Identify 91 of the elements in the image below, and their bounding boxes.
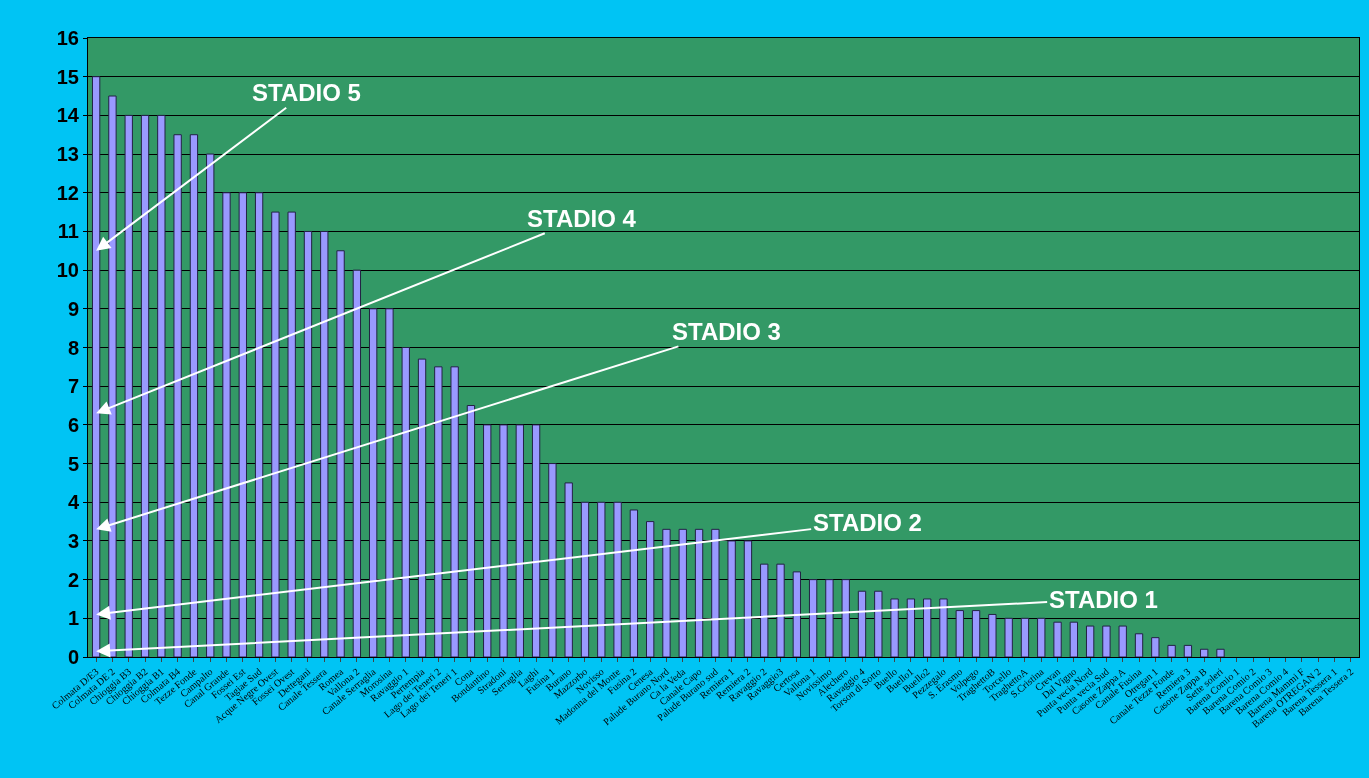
y-tick-label: 2	[67, 568, 79, 591]
bar	[711, 528, 720, 657]
bar	[515, 424, 524, 657]
bar	[727, 540, 736, 657]
bar	[808, 579, 818, 657]
bar	[646, 521, 655, 657]
bar	[352, 269, 362, 657]
bar	[564, 482, 573, 657]
bar	[1069, 621, 1079, 657]
y-tick-label: 1	[67, 607, 79, 630]
bar	[597, 501, 606, 657]
bar	[1151, 637, 1160, 657]
bar	[238, 192, 247, 657]
bar	[694, 528, 704, 657]
y-tick-label: 12	[56, 181, 79, 204]
bar	[1200, 648, 1209, 657]
bar	[189, 134, 199, 657]
bar	[483, 424, 492, 657]
y-tick-label: 15	[56, 65, 79, 88]
bar	[1020, 617, 1030, 657]
y-tick-label: 16	[56, 27, 79, 49]
bar	[1167, 644, 1176, 657]
bar	[1216, 648, 1225, 657]
bar	[206, 153, 215, 657]
bar	[531, 424, 541, 657]
y-tick-label: 11	[57, 220, 79, 243]
y-tick-label: 6	[67, 413, 79, 436]
bar	[222, 192, 231, 657]
bar	[1134, 633, 1144, 657]
bar	[271, 211, 280, 657]
bar	[450, 366, 459, 657]
bar	[874, 590, 883, 657]
annotation: STADIO 1	[1049, 586, 1158, 613]
bar	[368, 308, 378, 657]
bar	[157, 114, 166, 657]
bar	[971, 610, 981, 657]
bar	[1085, 625, 1095, 657]
bar	[1118, 625, 1127, 657]
bar	[173, 134, 182, 657]
y-tick-label: 3	[67, 529, 79, 552]
bar	[385, 308, 394, 657]
bar	[1004, 617, 1013, 657]
annotation: STADIO 3	[672, 318, 781, 345]
bar	[743, 540, 753, 657]
y-tick-label: 14	[56, 104, 80, 127]
y-tick-label: 0	[67, 646, 79, 668]
bar	[108, 95, 117, 657]
bar	[401, 347, 410, 657]
bar	[939, 598, 948, 657]
y-tick-label: 5	[67, 452, 79, 475]
bar	[417, 358, 427, 657]
bar	[629, 509, 639, 657]
bar	[841, 579, 850, 657]
y-tick-label: 13	[56, 143, 79, 166]
bar	[776, 563, 785, 657]
bar	[254, 192, 264, 657]
bar	[923, 598, 932, 657]
bar	[678, 528, 687, 657]
bar	[140, 114, 150, 657]
bar	[613, 501, 622, 657]
bar	[792, 571, 801, 657]
bar	[955, 610, 964, 657]
y-tick-label: 4	[67, 491, 80, 514]
bar	[580, 501, 590, 657]
y-tick-label: 10	[56, 259, 79, 282]
bar	[434, 366, 443, 657]
bar	[499, 424, 508, 657]
bar	[825, 579, 834, 657]
bar	[320, 230, 329, 657]
bar	[1183, 644, 1193, 657]
annotation: STADIO 2	[813, 509, 922, 536]
bar	[124, 114, 133, 657]
bar	[303, 230, 313, 657]
bar	[988, 613, 997, 657]
y-tick-label: 8	[67, 336, 79, 359]
bar	[287, 211, 296, 657]
bar	[906, 598, 916, 657]
bar	[662, 528, 671, 657]
bar	[1102, 625, 1111, 657]
bar	[336, 250, 345, 657]
bar	[466, 405, 476, 657]
annotation: STADIO 5	[252, 79, 361, 106]
bar	[1053, 621, 1062, 657]
y-tick-label: 9	[67, 297, 79, 320]
bar	[1037, 617, 1046, 657]
bar	[890, 598, 899, 657]
bar	[760, 563, 769, 657]
annotation: STADIO 4	[527, 205, 637, 232]
bar	[548, 463, 557, 657]
bar	[857, 590, 867, 657]
y-tick-label: 7	[67, 375, 79, 398]
